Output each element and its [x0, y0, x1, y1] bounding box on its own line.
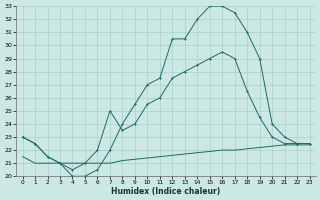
X-axis label: Humidex (Indice chaleur): Humidex (Indice chaleur)	[111, 187, 221, 196]
